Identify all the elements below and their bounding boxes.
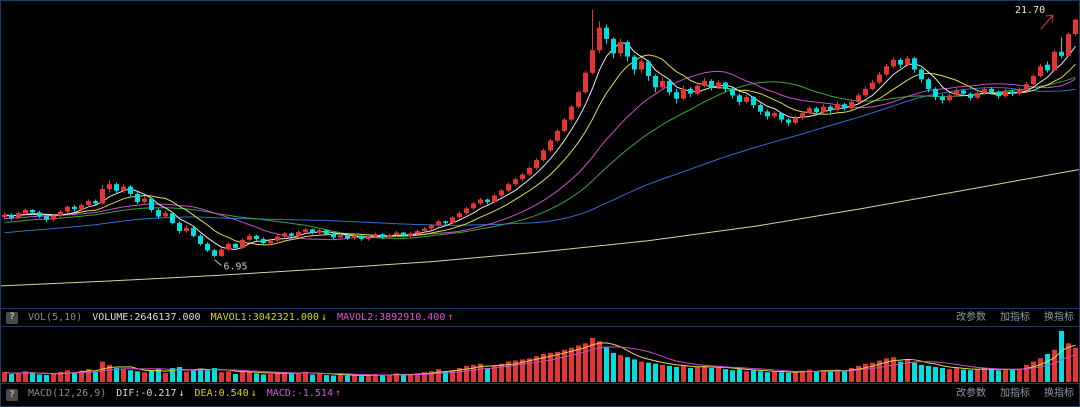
mavol1-value: MAVOL1:3042321.000 <box>210 311 319 323</box>
ma10-line <box>4 54 1076 246</box>
high-arrow-icon <box>1040 14 1054 30</box>
macd-panel-links: 改参数 加指标 换指标 <box>956 389 1074 399</box>
ma5-line <box>4 41 1076 251</box>
switch-indicator-link[interactable]: 换指标 <box>1044 311 1074 323</box>
down-arrow-icon: ↓ <box>178 388 185 399</box>
volume-value: VOLUME:2646137.000 <box>92 311 201 323</box>
up-arrow-icon: ↑ <box>447 311 454 323</box>
edit-params-link[interactable]: 改参数 <box>956 388 986 399</box>
mavol1-group: MAVOL1:3042321.000 ↓ <box>210 311 327 323</box>
volume-panel <box>1 327 1079 384</box>
dea-value: DEA:0.540 <box>194 388 249 399</box>
mavol2-line <box>4 346 1076 376</box>
edit-params-link[interactable]: 改参数 <box>956 311 986 323</box>
mavol2-group: MAVOL2:3892910.400 ↑ <box>336 311 454 323</box>
dea-group: DEA:0.540 ↓ <box>195 389 257 399</box>
low-annotation-pointer <box>214 259 222 266</box>
vol-indicator-label: VOL(5,10) <box>28 311 83 323</box>
high-price-label: 21.70 <box>1015 5 1045 16</box>
low-price-label: 6.95 <box>224 262 248 273</box>
macd-panel-header: ? MACD(12,26,9) DIF:-0.217 ↓ DEA:0.540 ↓… <box>1 384 1079 406</box>
down-arrow-icon: ↓ <box>320 311 327 323</box>
down-arrow-icon: ↓ <box>250 388 257 399</box>
help-icon[interactable]: ? <box>6 389 18 401</box>
volume-panel-header: ? VOL(5,10) VOLUME:2646137.000 MAVOL1:30… <box>1 309 1079 327</box>
dif-group: DIF:-0.217 ↓ <box>116 389 184 399</box>
mavol2-value: MAVOL2:3892910.400 <box>336 311 446 323</box>
help-icon[interactable]: ? <box>6 311 18 324</box>
macd-indicator-label: MACD(12,26,9) <box>28 388 107 399</box>
ma20-line <box>4 70 1076 241</box>
macd-value-group: MACD:-1.514 ↑ <box>267 389 341 399</box>
dif-value: DIF:-0.217 <box>116 388 177 399</box>
up-arrow-icon: ↑ <box>334 388 342 399</box>
add-indicator-link[interactable]: 加指标 <box>1000 388 1030 399</box>
switch-indicator-link[interactable]: 换指标 <box>1044 388 1074 399</box>
macd-value: MACD:-1.514 <box>266 388 333 399</box>
price-panel: 6.95 21.70 <box>1 1 1079 309</box>
add-indicator-link[interactable]: 加指标 <box>1000 311 1030 323</box>
candles <box>2 9 1078 258</box>
ma60-line <box>4 86 1076 234</box>
ma-long-line <box>1 169 1079 287</box>
candlestick-chart[interactable]: 6.95 21.70 <box>1 1 1079 308</box>
vol-panel-links: 改参数 加指标 换指标 <box>956 311 1074 323</box>
volume-chart[interactable] <box>1 327 1079 383</box>
